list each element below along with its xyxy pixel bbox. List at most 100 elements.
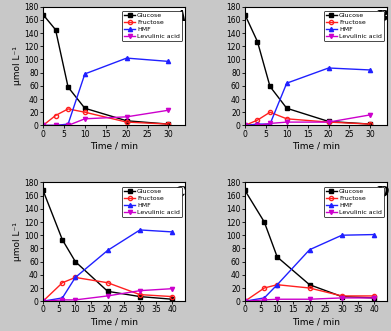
Line: Levulinic acid: Levulinic acid: [41, 287, 174, 303]
HMF: [262, 296, 267, 300]
HMF: [275, 283, 280, 287]
Line: Fructose: Fructose: [243, 283, 376, 303]
Text: B: B: [376, 10, 389, 24]
HMF: [339, 233, 344, 237]
Fructose: [166, 122, 171, 126]
Fructose: [262, 286, 267, 290]
Levulinic acid: [83, 117, 87, 121]
Line: Fructose: Fructose: [41, 275, 174, 303]
Fructose: [41, 123, 45, 127]
HMF: [138, 228, 142, 232]
Text: D: D: [376, 186, 389, 200]
Fructose: [326, 120, 331, 124]
HMF: [372, 233, 377, 237]
Glucose: [262, 220, 267, 224]
Fructose: [339, 294, 344, 298]
Levulinic acid: [242, 123, 247, 127]
Line: HMF: HMF: [243, 66, 373, 127]
Glucose: [268, 84, 273, 88]
Levulinic acid: [41, 123, 45, 127]
HMF: [60, 296, 65, 300]
X-axis label: Time / min: Time / min: [292, 141, 340, 150]
Levulinic acid: [284, 120, 289, 124]
Line: Glucose: Glucose: [243, 13, 373, 126]
Glucose: [73, 260, 78, 263]
X-axis label: Time / min: Time / min: [292, 317, 340, 326]
Levulinic acid: [105, 294, 110, 298]
Glucose: [53, 28, 58, 32]
Text: A: A: [174, 10, 186, 24]
HMF: [326, 66, 331, 70]
Line: HMF: HMF: [41, 228, 174, 303]
Levulinic acid: [368, 113, 373, 117]
Glucose: [83, 106, 87, 110]
Fructose: [368, 122, 373, 126]
Line: HMF: HMF: [41, 56, 170, 127]
Line: Levulinic acid: Levulinic acid: [243, 113, 373, 127]
Line: Levulinic acid: Levulinic acid: [41, 108, 170, 127]
Glucose: [368, 122, 373, 126]
Legend: Glucose, Fructose, HMF, Levulinic acid: Glucose, Fructose, HMF, Levulinic acid: [324, 11, 384, 41]
Fructose: [138, 293, 142, 297]
Levulinic acid: [73, 298, 78, 302]
Fructose: [242, 299, 247, 303]
Line: HMF: HMF: [243, 232, 376, 303]
Levulinic acid: [124, 115, 129, 119]
Line: Glucose: Glucose: [243, 188, 376, 300]
Glucose: [242, 13, 247, 17]
Levulinic acid: [138, 289, 142, 293]
Glucose: [326, 119, 331, 123]
Glucose: [124, 119, 129, 123]
HMF: [83, 72, 87, 76]
Glucose: [166, 122, 171, 126]
Line: Glucose: Glucose: [41, 13, 170, 126]
Glucose: [170, 297, 175, 301]
Fructose: [307, 286, 312, 290]
Levulinic acid: [275, 297, 280, 301]
Fructose: [284, 117, 289, 121]
Glucose: [66, 85, 70, 89]
Glucose: [60, 238, 65, 242]
HMF: [53, 123, 58, 127]
Fructose: [105, 281, 110, 285]
HMF: [368, 68, 373, 72]
Fructose: [268, 110, 273, 114]
Fructose: [242, 123, 247, 127]
Y-axis label: μmol L⁻¹: μmol L⁻¹: [13, 222, 22, 261]
Glucose: [307, 283, 312, 287]
Fructose: [275, 283, 280, 287]
Fructose: [372, 294, 377, 298]
Glucose: [41, 188, 45, 192]
Legend: Glucose, Fructose, HMF, Levulinic acid: Glucose, Fructose, HMF, Levulinic acid: [122, 187, 182, 217]
HMF: [41, 123, 45, 127]
Line: Glucose: Glucose: [41, 188, 174, 301]
HMF: [166, 59, 171, 63]
HMF: [73, 275, 78, 279]
Line: Levulinic acid: Levulinic acid: [243, 296, 376, 303]
HMF: [170, 230, 175, 234]
X-axis label: Time / min: Time / min: [90, 317, 138, 326]
HMF: [105, 248, 110, 252]
HMF: [307, 248, 312, 252]
Glucose: [138, 295, 142, 299]
Levulinic acid: [262, 298, 267, 302]
Legend: Glucose, Fructose, HMF, Levulinic acid: Glucose, Fructose, HMF, Levulinic acid: [122, 11, 182, 41]
Levulinic acid: [166, 108, 171, 112]
Glucose: [41, 13, 45, 17]
Glucose: [339, 295, 344, 299]
Fructose: [41, 299, 45, 303]
Fructose: [170, 295, 175, 299]
Fructose: [83, 110, 87, 114]
Glucose: [255, 40, 260, 44]
Fructose: [124, 120, 129, 124]
Glucose: [275, 255, 280, 259]
Line: Fructose: Fructose: [243, 110, 373, 127]
Glucose: [372, 296, 377, 300]
HMF: [124, 56, 129, 60]
Legend: Glucose, Fructose, HMF, Levulinic acid: Glucose, Fructose, HMF, Levulinic acid: [324, 187, 384, 217]
HMF: [284, 81, 289, 85]
Levulinic acid: [268, 121, 273, 125]
Levulinic acid: [372, 296, 377, 300]
Fructose: [73, 275, 78, 279]
Glucose: [105, 289, 110, 293]
